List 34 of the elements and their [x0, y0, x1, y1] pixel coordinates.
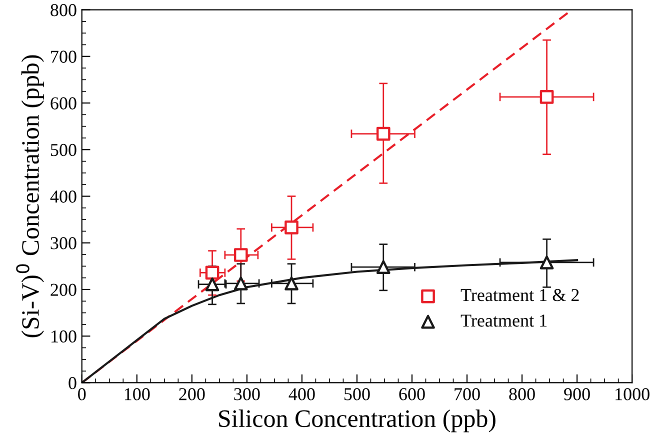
point: [540, 90, 554, 104]
y-tick-label: 100: [52, 330, 76, 343]
point: [234, 248, 248, 262]
y-tick-label: 200: [50, 284, 76, 296]
x-tick-label: 900: [564, 388, 590, 400]
x-tick-label: 800: [509, 388, 535, 400]
y-tick-label: 800: [50, 4, 76, 16]
point: [376, 260, 390, 274]
x-tick-label: 100: [124, 388, 150, 400]
point: [284, 276, 298, 290]
x-axis-title: Silicon Concentration (ppb): [219, 410, 496, 432]
point: [205, 266, 220, 280]
y-axis-title: (Si-V)$^{0}$ Concentration (ppb): [16, 55, 44, 338]
y-tick-label: 300: [50, 237, 76, 250]
x-tick-label: 700: [454, 388, 480, 400]
point: [205, 277, 220, 292]
point: [376, 126, 390, 141]
y-tick-label: 400: [50, 190, 76, 203]
x-tick-label: 200: [179, 388, 205, 400]
y-tick-label: 500: [50, 144, 76, 156]
point: [284, 220, 298, 234]
y-tick-label: 700: [51, 50, 76, 63]
x-tick-label: 1000: [616, 388, 650, 400]
point: [234, 276, 248, 290]
y-tick-label: 0: [68, 376, 76, 390]
legend-label: Treatment 1: [460, 314, 547, 327]
point: [540, 256, 554, 270]
x-tick-label: 600: [399, 388, 425, 400]
x-tick-label: 500: [344, 388, 370, 400]
x-tick-label: 400: [288, 388, 315, 400]
legend-label: Treatment 1 & 2: [460, 289, 579, 302]
x-tick-label: 300: [234, 388, 260, 400]
x-tick-label: 0: [78, 388, 86, 400]
y-tick-label: 600: [50, 97, 76, 110]
